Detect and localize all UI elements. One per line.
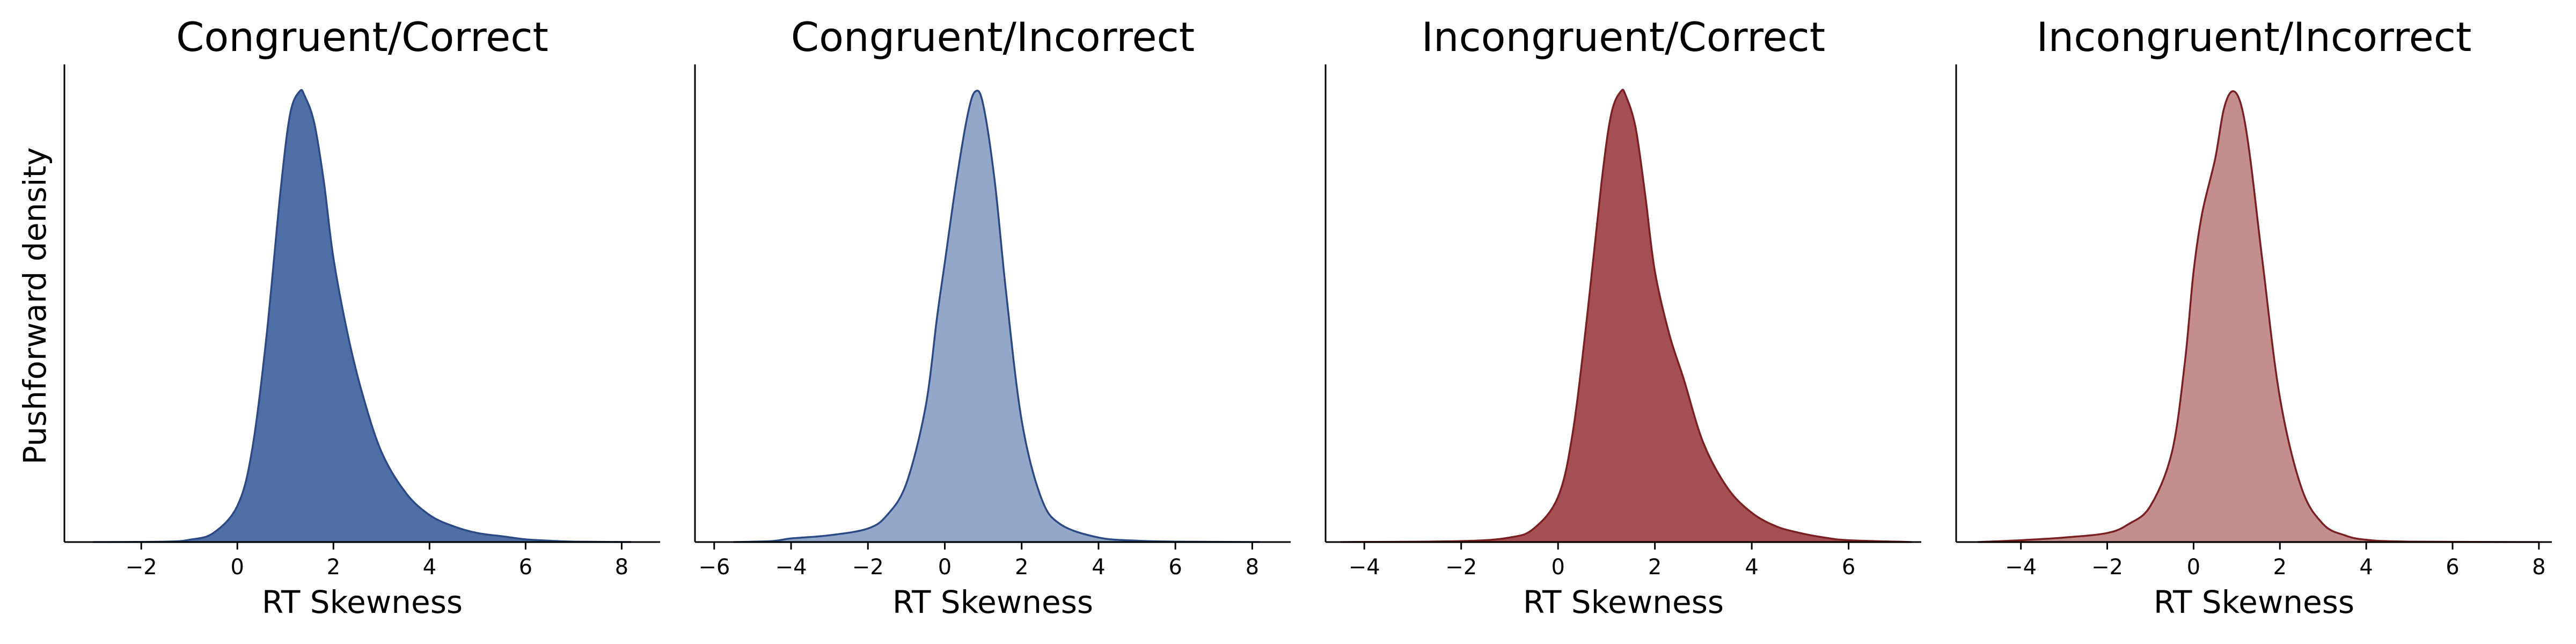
x-tick-label: −2 bbox=[2091, 555, 2123, 580]
x-tick-label: −4 bbox=[1349, 555, 1380, 580]
x-tick-label: 4 bbox=[2359, 555, 2373, 580]
x-tick-label: −6 bbox=[698, 555, 730, 580]
x-tick-label: −4 bbox=[775, 555, 807, 580]
x-tick-label: 6 bbox=[1842, 555, 1855, 580]
density-area bbox=[93, 89, 632, 543]
chart-panel-3: Incongruent/Correct −4 −2 0 2 4 6 RT Skewness bbox=[1324, 13, 1921, 620]
x-axis-label: RT Skewness bbox=[2154, 584, 2354, 620]
x-axis-label: RT Skewness bbox=[1523, 584, 1724, 620]
x-tick-label: 8 bbox=[1246, 555, 1259, 580]
x-tick-label: 0 bbox=[938, 555, 952, 580]
x-tick-label: −2 bbox=[852, 555, 884, 580]
density-area bbox=[733, 90, 1260, 543]
x-tick-label: 2 bbox=[327, 555, 340, 580]
x-tick-label: 2 bbox=[1648, 555, 1662, 580]
x-tick-label: 4 bbox=[423, 555, 436, 580]
x-tick-label: 6 bbox=[519, 555, 532, 580]
chart-panel-1: Congruent/Correct −2 0 2 4 6 8 RT Skewness bbox=[63, 13, 660, 620]
y-axis-label: Pushforward density bbox=[17, 147, 53, 464]
x-tick-label: 4 bbox=[1092, 555, 1105, 580]
x-tick-label: 8 bbox=[2532, 555, 2545, 580]
chart-panel-4: Incongruent/Incorrect −4 −2 0 2 4 6 8 RT Skewnes… bbox=[1955, 13, 2552, 620]
panel-title: Congruent/Correct bbox=[176, 13, 548, 61]
panel-title: Congruent/Incorrect bbox=[791, 13, 1195, 61]
density-area bbox=[1978, 90, 2539, 543]
x-tick-label: 0 bbox=[2187, 555, 2200, 580]
x-tick-label: 0 bbox=[1551, 555, 1564, 580]
x-tick-label: −2 bbox=[126, 555, 157, 580]
x-tick-label: 2 bbox=[1015, 555, 1028, 580]
panel-title: Incongruent/Incorrect bbox=[2037, 13, 2472, 61]
x-tick-label: 6 bbox=[1168, 555, 1182, 580]
x-tick-label: 8 bbox=[615, 555, 628, 580]
x-tick-label: 4 bbox=[1745, 555, 1758, 580]
density-area bbox=[1340, 89, 1912, 543]
chart-panel-2: Congruent/Incorrect −6 −4 −2 0 2 4 6 8 RT Skewnes… bbox=[694, 13, 1291, 620]
x-axis-label: RT Skewness bbox=[262, 584, 463, 620]
x-tick-label: −2 bbox=[1445, 555, 1477, 580]
x-tick-label: 6 bbox=[2446, 555, 2459, 580]
panel-title: Incongruent/Correct bbox=[1422, 13, 1825, 61]
x-tick-label: 0 bbox=[231, 555, 244, 580]
x-tick-label: −4 bbox=[2005, 555, 2037, 580]
x-tick-label: 2 bbox=[2273, 555, 2287, 580]
x-axis-label: RT Skewness bbox=[892, 584, 1093, 620]
